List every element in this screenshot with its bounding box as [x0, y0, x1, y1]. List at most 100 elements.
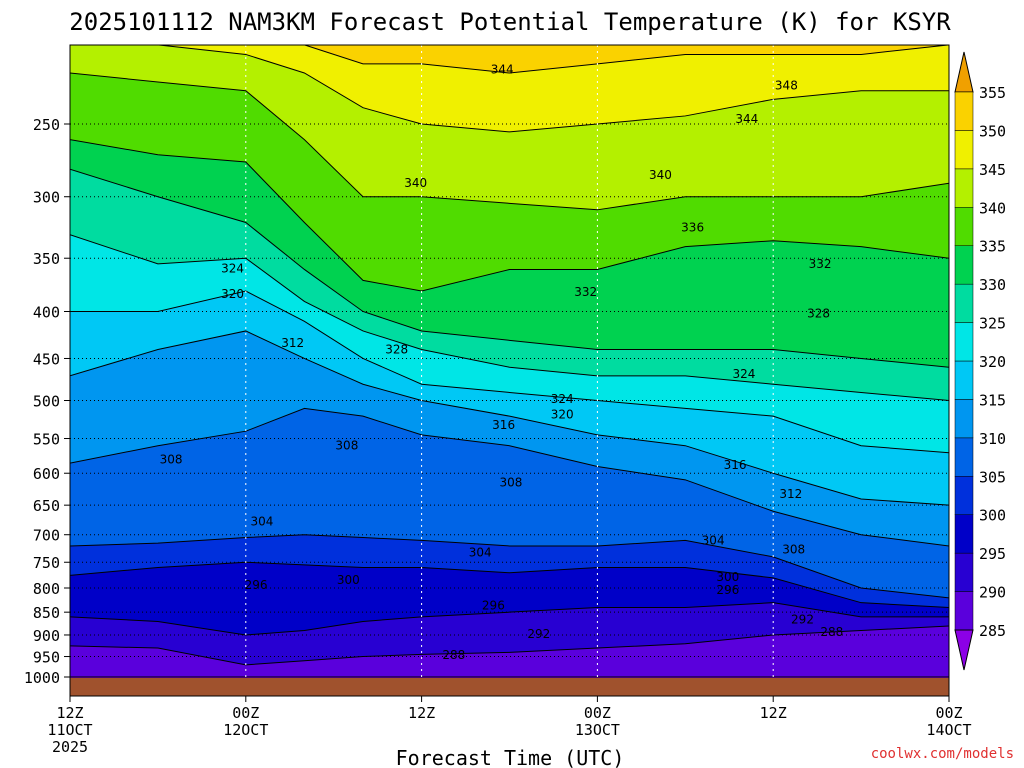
- contour-label: 336: [681, 220, 704, 234]
- y-tick-label: 250: [33, 116, 60, 134]
- contour-label: 300: [337, 573, 360, 587]
- colorbar-swatch: [954, 91, 974, 131]
- ground-surface: [70, 678, 949, 696]
- y-tick-label: 800: [33, 580, 60, 598]
- contour-label: 324: [221, 261, 244, 275]
- contour-label: 340: [649, 168, 672, 182]
- contour-label: 344: [491, 62, 514, 76]
- contour-label: 328: [385, 343, 408, 357]
- colorbar-swatch: [954, 283, 974, 323]
- colorbar-swatch: [954, 360, 974, 400]
- colorbar-label: 310: [979, 430, 1006, 448]
- colorbar: 285 290 295 300 305 310 315 320 325 330 335 340 345 3…: [954, 51, 1006, 671]
- x-axis-label: Forecast Time (UTC): [396, 746, 625, 768]
- colorbar-swatch: [954, 514, 974, 554]
- colorbar-swatch: [954, 437, 974, 477]
- colorbar-swatch: [954, 245, 974, 285]
- colorbar-swatch: [954, 591, 974, 631]
- band-345: [70, 45, 949, 132]
- contour-label: 332: [574, 285, 597, 299]
- y-tick-label: 1000: [24, 669, 60, 687]
- isentrope-345: [154, 45, 949, 133]
- isentrope-325: [70, 234, 949, 401]
- y-tick-label: 650: [33, 497, 60, 515]
- contour-label: 324: [732, 367, 755, 381]
- colorbar-label: 300: [979, 507, 1006, 525]
- isentrope-335: [70, 139, 949, 292]
- colorbar-label: 330: [979, 276, 1006, 294]
- isentrope-330: [70, 168, 949, 368]
- x-tick-label: 00Z: [935, 704, 962, 722]
- chart-title: 2025101112 NAM3KM Forecast Potential Tem…: [69, 8, 951, 36]
- x-tick-label: 12Z: [760, 704, 787, 722]
- y-tick-label: 400: [33, 303, 60, 321]
- colorbar-label: 345: [979, 161, 1006, 179]
- band-355: [70, 35, 949, 45]
- y-tick-label: 600: [33, 465, 60, 483]
- contour-label: 344: [735, 112, 758, 126]
- contour-label: 304: [702, 533, 725, 547]
- isentrope-315: [70, 330, 949, 506]
- colorbar-swatch: [954, 322, 974, 362]
- colorbar-swatch: [954, 476, 974, 515]
- y-tick-label: 350: [33, 250, 60, 268]
- isentrope-340: [70, 72, 949, 211]
- contour-label: 348: [775, 79, 798, 93]
- colorbar-swatch: [954, 168, 974, 208]
- colorbar-label: 285: [979, 622, 1006, 640]
- colorbar-label: 350: [979, 122, 1006, 140]
- colorbar-swatch: [954, 552, 974, 592]
- x-tick-label: 14OCT: [926, 721, 971, 739]
- colorbar-label: 325: [979, 315, 1006, 333]
- contour-label: 304: [469, 546, 492, 560]
- contour-label: 292: [791, 613, 814, 627]
- contour-label: 308: [782, 542, 805, 556]
- contour-label: 296: [716, 583, 739, 597]
- colorbar-top-arrow: [954, 51, 974, 93]
- isentrope-295: [70, 602, 949, 636]
- y-tick-label: 750: [33, 554, 60, 572]
- y-tick-label: 850: [33, 604, 60, 622]
- contour-label: 340: [404, 176, 427, 190]
- isentrope-310: [70, 407, 949, 547]
- y-tick-label: 950: [33, 649, 60, 667]
- isentrope-350: [301, 45, 949, 74]
- isentrope-290: [70, 625, 949, 666]
- x-tick-label: 13OCT: [575, 721, 620, 739]
- plot-frame: [69, 44, 950, 697]
- contour-label: 316: [724, 458, 747, 472]
- x-tick-label: 12Z: [408, 704, 435, 722]
- contour-label: 308: [335, 439, 358, 453]
- contour-label: 312: [281, 336, 304, 350]
- x-tick-label: 00Z: [232, 704, 259, 722]
- band-350: [70, 45, 949, 74]
- credit-text: coolwx.com/models: [871, 746, 1014, 762]
- x-tick-label: 00Z: [584, 704, 611, 722]
- contour-label: 324: [551, 392, 574, 406]
- contour-label: 288: [442, 648, 465, 662]
- colorbar-label: 320: [979, 353, 1006, 371]
- colorbar-swatch: [954, 399, 974, 439]
- contour-label: 300: [716, 570, 739, 584]
- colorbar-label: 295: [979, 545, 1006, 563]
- isentrope-320: [70, 290, 949, 454]
- temperature-bands: [70, 35, 949, 678]
- isentrope-lines: [70, 45, 949, 678]
- contour-label: 320: [221, 287, 244, 301]
- colorbar-label: 305: [979, 468, 1006, 486]
- contour-label: 292: [527, 627, 550, 641]
- y-tick-label: 900: [33, 627, 60, 645]
- colorbar-label: 290: [979, 584, 1006, 602]
- contour-labels: 344 348 344 340 340 336 332 332 328 324 320 312 328 3…: [160, 62, 844, 661]
- contour-label: 312: [779, 487, 802, 501]
- isentrope-300: [70, 561, 949, 608]
- y-tick-label: 300: [33, 189, 60, 207]
- y-tick-label: 550: [33, 431, 60, 449]
- colorbar-label: 335: [979, 238, 1006, 256]
- colorbar-label: 355: [979, 84, 1006, 102]
- x-tick-label: 2025: [52, 738, 88, 756]
- colorbar-swatch: [954, 130, 974, 170]
- contour-label: 320: [551, 408, 574, 422]
- grid-lines: [70, 45, 949, 696]
- x-tick-label: 11OCT: [47, 721, 92, 739]
